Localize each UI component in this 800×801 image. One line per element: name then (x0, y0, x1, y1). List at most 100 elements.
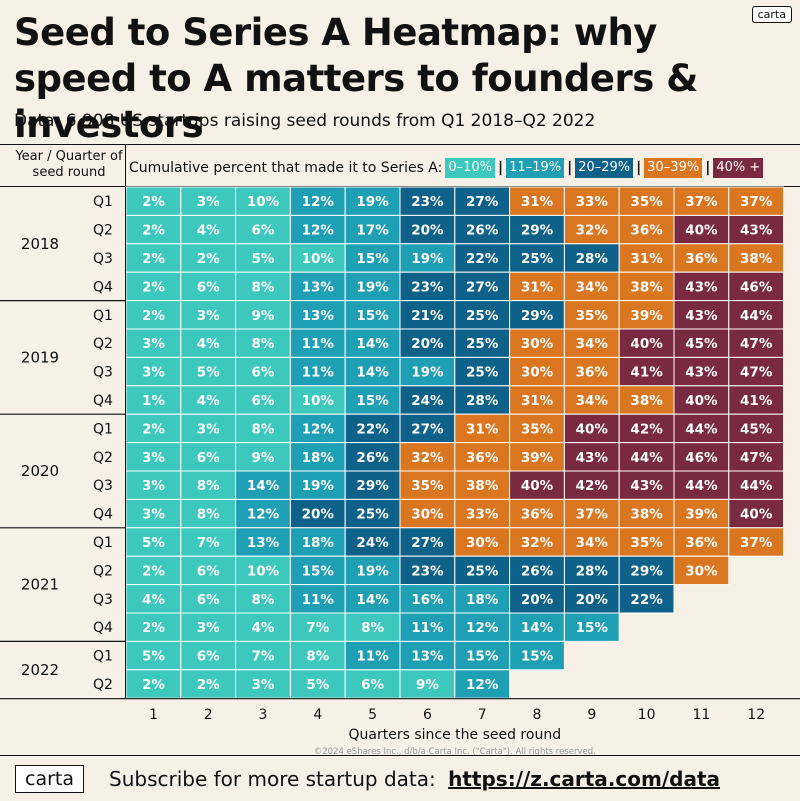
heatmap-cell (618, 214, 675, 245)
cell-value-label: 31% (466, 421, 499, 437)
cell-value-label: 29% (356, 478, 389, 494)
heatmap-cell (728, 356, 785, 387)
heatmap-cell (673, 555, 730, 586)
cell-value-label: 32% (576, 223, 609, 239)
cell-value-label: 34% (576, 279, 609, 295)
cell-value-label: 8% (252, 592, 275, 608)
heatmap-cell (454, 385, 511, 415)
cell-value-label: 18% (466, 592, 499, 608)
cell-value-label: 30% (466, 535, 499, 551)
cell-value-label: 43% (685, 279, 718, 295)
cell-value-label: 36% (466, 450, 499, 466)
cell-value-label: 29% (521, 308, 554, 324)
cell-value-label: 11% (302, 592, 335, 608)
heatmap-cell (344, 470, 401, 500)
cell-value-label: 8% (252, 336, 275, 352)
cell-value-label: 19% (411, 365, 444, 381)
cell-value-label: 16% (411, 592, 444, 608)
heatmap-cell (728, 214, 785, 245)
cell-value-label: 46% (740, 279, 773, 295)
quarter-label: Q3 (93, 592, 113, 608)
cell-value-label: 41% (630, 365, 663, 381)
cell-value-label: 2% (142, 194, 165, 210)
cell-value-label: 3% (142, 450, 165, 466)
year-label: 2019 (21, 348, 59, 366)
cell-value-label: 26% (356, 450, 389, 466)
cell-value-label: 9% (252, 308, 275, 324)
x-tick-label: 3 (259, 707, 268, 723)
heatmap-cell (399, 214, 456, 245)
heatmap-cell (180, 555, 237, 586)
x-tick-label: 10 (638, 707, 656, 723)
x-tick-label: 11 (692, 707, 710, 723)
cell-value-label: 39% (685, 507, 718, 523)
cell-value-label: 11% (411, 620, 444, 636)
header-divider-top (0, 144, 800, 145)
cell-value-label: 3% (142, 478, 165, 494)
quarter-label: Q2 (93, 563, 113, 579)
cell-value-label: 12% (302, 421, 335, 437)
heatmap-cell (125, 214, 182, 245)
heatmap-chart: Q1 2% 3% 10% 12% 19% 23% 27% 31% 33% 35% 37% 37%Q2 2%… (0, 145, 800, 755)
heatmap-cell (399, 300, 456, 330)
cell-value-label: 19% (356, 279, 389, 295)
heatmap-cell (235, 186, 291, 216)
page-title: Seed to Series A Heatmap: why speed to A… (14, 11, 698, 146)
legend-separator: | (498, 160, 504, 176)
heatmap-cell (728, 470, 785, 500)
cell-value-label: 2% (197, 677, 220, 693)
cell-value-label: 45% (685, 336, 718, 352)
cell-value-label: 8% (197, 507, 220, 523)
quarter-label: Q3 (93, 365, 113, 381)
quarter-label: Q1 (93, 194, 113, 210)
quarter-label: Q1 (93, 649, 113, 665)
heatmap-cell (454, 470, 511, 500)
heatmap-cell (618, 555, 675, 586)
cell-value-label: 12% (247, 507, 280, 523)
heatmap-cell (509, 470, 565, 500)
heatmap-cell (344, 186, 401, 216)
cell-value-label: 22% (630, 592, 663, 608)
cell-value-label: 2% (142, 251, 165, 267)
cell-value-label: 6% (252, 393, 275, 409)
legend-item-30-39: 30–39% (644, 158, 703, 178)
cell-value-label: 2% (142, 563, 165, 579)
legend-separator: | (567, 160, 573, 176)
x-tick-label: 1 (149, 707, 158, 723)
cell-value-label: 8% (252, 421, 275, 437)
heatmap-cell (563, 584, 620, 614)
cell-value-label: 21% (411, 308, 444, 324)
footer-cta-link[interactable]: https://z.carta.com/data (448, 767, 721, 791)
cell-value-label: 27% (411, 421, 444, 437)
cell-value-label: 6% (252, 223, 275, 239)
cell-value-label: 11% (302, 365, 335, 381)
heatmap-cell (618, 385, 675, 415)
heatmap-cell (180, 385, 237, 415)
heatmap-cell (454, 640, 511, 671)
cell-value-label: 13% (302, 308, 335, 324)
cell-value-label: 28% (576, 251, 609, 267)
heatmap-cell (180, 271, 237, 302)
heatmap-cell (289, 470, 346, 500)
heatmap-cell (454, 214, 511, 245)
cell-value-label: 42% (576, 478, 609, 494)
cell-value-label: 36% (685, 251, 718, 267)
cell-value-label: 22% (356, 421, 389, 437)
heatmap-cell (235, 243, 291, 273)
heatmap-cell (728, 328, 785, 358)
cell-value-label: 2% (142, 620, 165, 636)
heatmap-cell (728, 527, 785, 557)
cell-value-label: 3% (142, 365, 165, 381)
x-tick-label: 8 (533, 707, 542, 723)
cell-value-label: 18% (302, 450, 335, 466)
heatmap-cell (399, 271, 456, 302)
cell-value-label: 14% (356, 592, 389, 608)
heatmap-cell (289, 385, 346, 415)
cell-value-label: 13% (247, 535, 280, 551)
heatmap-cell (673, 271, 730, 302)
cell-value-label: 40% (630, 336, 663, 352)
cell-value-label: 37% (740, 535, 773, 551)
cell-value-label: 10% (302, 251, 335, 267)
cell-value-label: 25% (466, 365, 499, 381)
cell-value-label: 31% (630, 251, 663, 267)
